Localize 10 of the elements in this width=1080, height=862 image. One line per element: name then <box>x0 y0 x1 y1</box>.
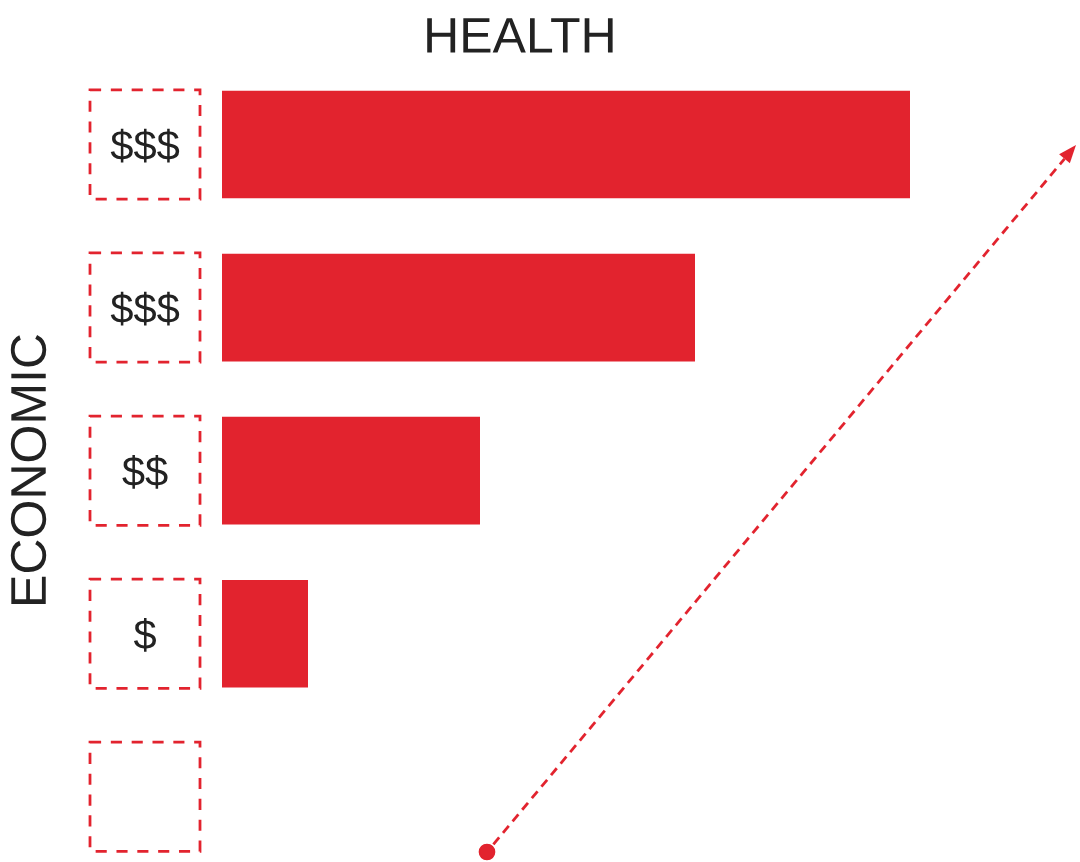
chart-title: HEALTH <box>427 18 613 53</box>
bar <box>222 416 480 525</box>
bar <box>222 253 695 362</box>
bar <box>222 90 910 199</box>
y-tick-label: $$$ <box>110 291 180 326</box>
bar <box>222 579 308 688</box>
y-tick-label: $$ <box>122 454 168 489</box>
y-axis-title: ECONOMIC <box>10 334 47 604</box>
y-tick-label: $ <box>133 617 156 652</box>
y-tick-label: $$$ <box>110 128 180 163</box>
